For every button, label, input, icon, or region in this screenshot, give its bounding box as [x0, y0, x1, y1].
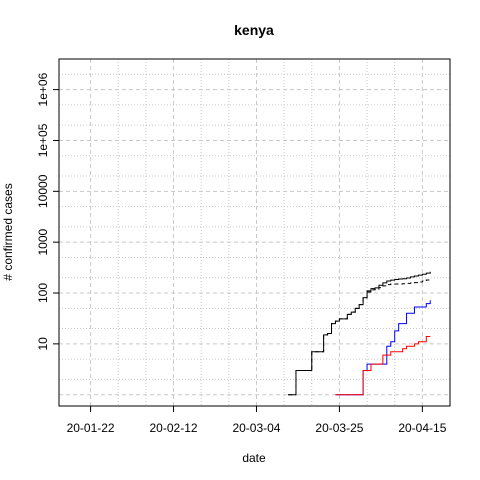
- chart-title: kenya: [234, 22, 274, 38]
- y-axis: 10 100 1000 10000 1e+05 1e+06: [36, 72, 59, 351]
- series-group: [288, 271, 431, 396]
- y-axis-label: # confirmed cases: [1, 183, 15, 280]
- y-tick-label: 10000: [36, 174, 50, 208]
- x-tick-label: 20-04-15: [398, 421, 446, 435]
- x-axis-label: date: [242, 451, 266, 465]
- x-tick-label: 20-03-04: [232, 421, 280, 435]
- series-line-2: [335, 300, 431, 396]
- y-tick-label: 10: [36, 337, 50, 351]
- y-tick-label: 100: [36, 283, 50, 303]
- y-tick-label: 1000: [36, 228, 50, 255]
- grid: [59, 59, 451, 406]
- series-line-3: [335, 335, 431, 396]
- y-tick-label: 1e+05: [36, 123, 50, 157]
- series-line-1: [288, 278, 431, 396]
- x-tick-label: 20-03-25: [315, 421, 363, 435]
- y-tick-label: 1e+06: [36, 72, 50, 106]
- x-tick-label: 20-01-22: [67, 421, 115, 435]
- x-axis: 20-01-22 20-02-12 20-03-04 20-03-25 20-04-15: [67, 406, 447, 435]
- plot-frame: [58, 58, 451, 407]
- x-tick-label: 20-02-12: [150, 421, 198, 435]
